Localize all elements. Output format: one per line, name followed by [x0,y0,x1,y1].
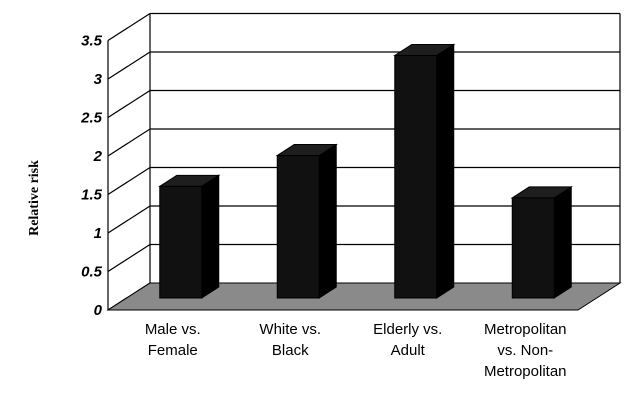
bar-side [436,43,455,299]
side-gridline [107,12,151,42]
bar [510,185,573,299]
bar [158,174,221,299]
side-gridline [107,128,151,157]
x-tick-label: White vs. Black [259,321,321,359]
bar-front [159,185,203,299]
y-tick-label: 0.5 [81,264,103,281]
side-gridline [107,51,151,80]
bar-side [553,185,572,299]
bar-side [318,143,337,299]
floor-plane [106,282,622,311]
y-tick-label: 3 [94,71,103,88]
side-gridline [107,89,151,119]
y-axis-label: Relative risk [27,160,42,236]
bar-front [276,155,320,299]
y-tick-label: 1 [94,225,102,242]
chart-floor [106,282,622,311]
side-gridline [107,166,151,196]
x-axis-ticks: Male vs. Female White vs. Black Elderly vs. A… [145,321,567,380]
x-tick-label: Male vs. Female [145,321,201,359]
bar-front [511,197,555,299]
side-gridline [107,243,151,273]
bar [275,143,338,299]
bar [393,43,456,299]
y-tick-label: 1.5 [81,187,103,204]
y-axis-ticks: 0 0.5 1 1.5 2 2.5 3 3.5 [80,33,103,320]
bar-side [201,174,220,299]
y-tick-label: 2 [93,148,103,165]
side-gridline [107,205,151,234]
chart-bars [158,43,573,299]
x-tick-label: Metropolitan vs. Non-Metropolitan [484,321,567,380]
x-tick-label: Elderly vs. Adult [373,321,442,359]
y-tick-label: 0 [94,302,103,319]
bar-front [394,54,438,299]
y-tick-label: 3.5 [81,33,103,50]
chart-gridlines [107,12,621,311]
y-tick-label: 2.5 [80,110,103,127]
